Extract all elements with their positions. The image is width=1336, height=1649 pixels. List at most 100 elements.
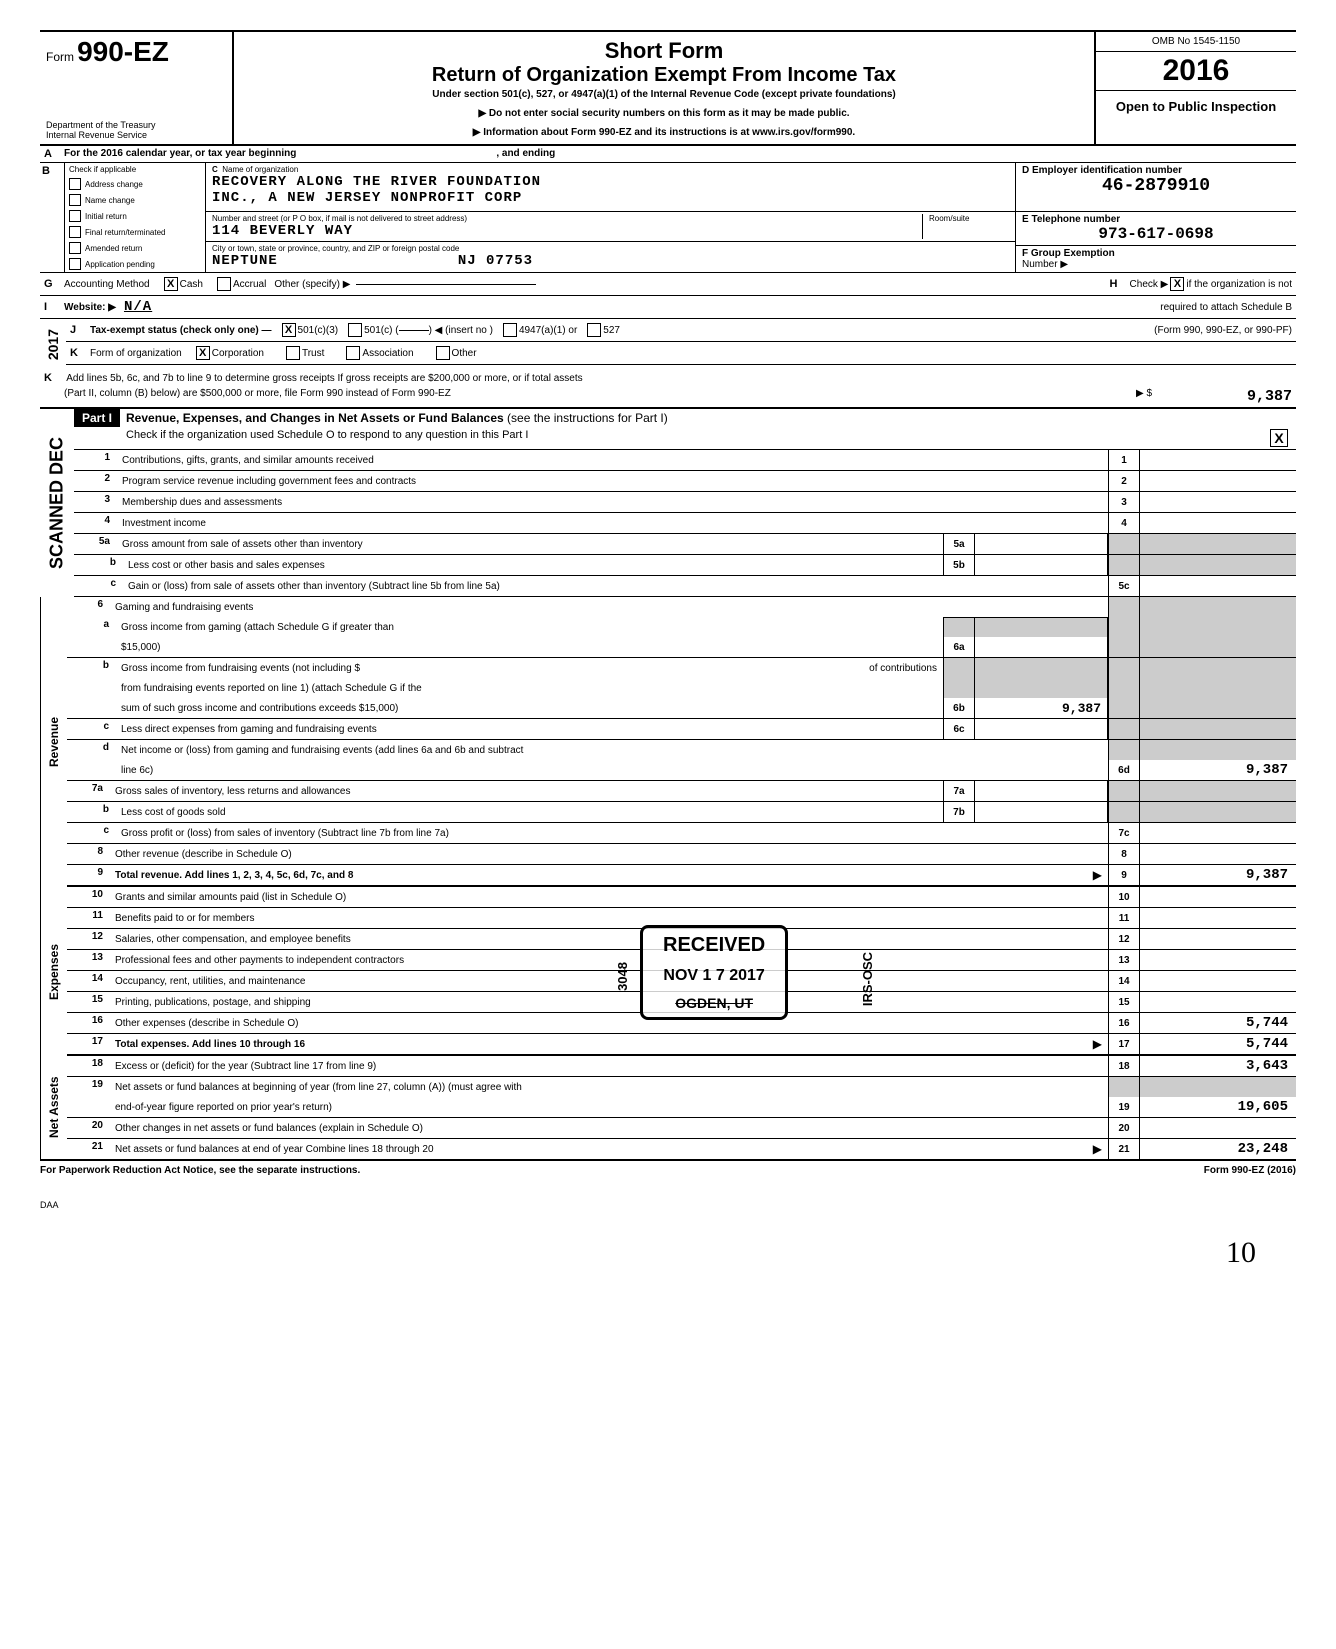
row-a-text2: , and ending	[496, 148, 555, 160]
line-21: 21 Net assets or fund balances at end of…	[67, 1139, 1296, 1159]
omb-number: OMB No 1545-1150	[1096, 32, 1296, 52]
stamp-irs-osc: IRS-OSC	[860, 952, 875, 1006]
accounting-label: Accounting Method	[64, 279, 150, 290]
part1-title: Revenue, Expenses, and Changes in Net As…	[126, 411, 504, 425]
4947-label: 4947(a)(1) or	[519, 325, 577, 336]
section-identity: B Check if applicable Address change Nam…	[40, 163, 1296, 273]
line-6a-1: a Gross income from gaming (attach Sched…	[67, 617, 1296, 637]
schedule-o-checkbox[interactable]: X	[1270, 429, 1288, 447]
check-address[interactable]: Address change	[65, 176, 205, 192]
line-6b-2: from fundraising events reported on line…	[67, 678, 1296, 698]
row-l-text2: (Part II, column (B) below) are $500,000…	[64, 388, 451, 405]
daa: DAA	[40, 1200, 1296, 1210]
other-org-checkbox[interactable]	[436, 346, 450, 360]
header-left: Form 990-EZ Department of the Treasury I…	[40, 32, 234, 144]
total-expenses: 5,744	[1140, 1034, 1296, 1054]
check-name[interactable]: Name change	[65, 192, 205, 208]
line-8: 8 Other revenue (describe in Schedule O)…	[67, 844, 1296, 865]
check-pending[interactable]: Application pending	[65, 256, 205, 272]
tax-year: 2016	[1096, 52, 1296, 91]
501c3-checkbox[interactable]: X	[282, 323, 296, 337]
line-7c: c Gross profit or (loss) from sales of i…	[67, 823, 1296, 844]
beginning-assets: 19,605	[1140, 1097, 1296, 1117]
received-ogden: OGDEN, UT	[663, 995, 765, 1011]
phone-value: 973-617-0698	[1022, 225, 1290, 243]
row-a-text: For the 2016 calendar year, or tax year …	[64, 148, 296, 160]
part1-header: Part I Revenue, Expenses, and Changes in…	[74, 409, 1296, 450]
line-17: 17 Total expenses. Add lines 10 through …	[67, 1034, 1296, 1056]
revenue-label: Revenue	[40, 597, 67, 887]
org-name-box: C Name of organization RECOVERY ALONG TH…	[206, 163, 1015, 212]
line-3: 3 Membership dues and assessments 3	[74, 492, 1296, 513]
dept-treasury: Department of the Treasury Internal Reve…	[46, 120, 226, 140]
4947-checkbox[interactable]	[503, 323, 517, 337]
501c3-label: 501(c)(3)	[298, 325, 339, 336]
form-org-label: Form of organization	[90, 348, 182, 359]
line-5b: b Less cost or other basis and sales exp…	[74, 555, 1296, 576]
cash-label: Cash	[180, 279, 203, 290]
year-stamp-2017: 2017	[40, 319, 66, 370]
name-label: Name of organization	[222, 165, 298, 174]
row-l-arrow: ▶ $	[1136, 388, 1152, 405]
part1-title2: (see the instructions for Part I)	[507, 411, 668, 425]
total-revenue: 9,387	[1140, 865, 1296, 885]
revenue-section: Revenue 6 Gaming and fundraising events …	[40, 597, 1296, 887]
letter-l: K	[44, 372, 64, 384]
ssn-warning: ▶ Do not enter social security numbers o…	[240, 108, 1088, 119]
corp-checkbox[interactable]: X	[196, 346, 210, 360]
state-zip: NJ 07753	[458, 253, 533, 269]
scanned-stamp: SCANNED DEC	[40, 409, 74, 597]
row-a: A For the 2016 calendar year, or tax yea…	[40, 146, 1296, 163]
netassets-section: Net Assets 18 Excess or (deficit) for th…	[40, 1056, 1296, 1161]
other-specify: Other (specify) ▶	[274, 279, 350, 290]
paperwork-notice: For Paperwork Reduction Act Notice, see …	[40, 1165, 360, 1176]
501c-insert: ) ◀ (insert no )	[429, 325, 493, 336]
corp-label: Corporation	[212, 348, 264, 359]
h-check-text: Check ▶	[1130, 279, 1169, 290]
letter-k: K	[70, 347, 90, 359]
tax-exempt-label: Tax-exempt status (check only one) —	[90, 325, 272, 336]
subtitle: Under section 501(c), 527, or 4947(a)(1)…	[240, 89, 1088, 100]
check-column: Check if applicable Address change Name …	[65, 163, 206, 272]
schedule-b-checkbox[interactable]: X	[1170, 277, 1184, 291]
501c-checkbox[interactable]	[348, 323, 362, 337]
website-label: Website: ▶	[64, 302, 116, 313]
check-final[interactable]: Final return/terminated	[65, 224, 205, 240]
form-990ez: Form 990-EZ Department of the Treasury I…	[40, 30, 1296, 1210]
assoc-checkbox[interactable]	[346, 346, 360, 360]
line-6: 6 Gaming and fundraising events	[67, 597, 1296, 617]
line-5a: 5a Gross amount from sale of assets othe…	[74, 534, 1296, 555]
line-9: 9 Total revenue. Add lines 1, 2, 3, 4, 5…	[67, 865, 1296, 887]
line-2: 2 Program service revenue including gove…	[74, 471, 1296, 492]
gross-receipts: 9,387	[1152, 388, 1292, 405]
letter-g: G	[44, 278, 64, 290]
cash-checkbox[interactable]: X	[164, 277, 178, 291]
line-20: 20 Other changes in net assets or fund b…	[67, 1118, 1296, 1139]
6b-value: 9,387	[975, 698, 1108, 718]
city-box: City or town, state or province, country…	[206, 242, 1015, 271]
street-label: Number and street (or P O box, if mail i…	[212, 214, 922, 223]
line17-desc: Total expenses. Add lines 10 through 16	[115, 1039, 305, 1050]
header-center: Short Form Return of Organization Exempt…	[234, 32, 1096, 144]
city-value: NEPTUNE	[212, 253, 278, 269]
check-amended[interactable]: Amended return	[65, 240, 205, 256]
row-l-line2: (Part II, column (B) below) are $500,000…	[40, 386, 1296, 409]
netassets-label: Net Assets	[40, 1056, 67, 1159]
accrual-checkbox[interactable]	[217, 277, 231, 291]
phone-box: E Telephone number 973-617-0698	[1016, 212, 1296, 246]
other-org-label: Other	[452, 348, 477, 359]
trust-checkbox[interactable]	[286, 346, 300, 360]
check-initial[interactable]: Initial return	[65, 208, 205, 224]
form-header: Form 990-EZ Department of the Treasury I…	[40, 32, 1296, 146]
assoc-label: Association	[362, 348, 413, 359]
info-url: ▶ Information about Form 990-EZ and its …	[240, 127, 1088, 138]
line-10: 10 Grants and similar amounts paid (list…	[67, 887, 1296, 908]
received-stamp: RECEIVED NOV 1 7 2017 OGDEN, UT	[640, 925, 788, 1020]
line-7a: 7a Gross sales of inventory, less return…	[67, 781, 1296, 802]
received-title: RECEIVED	[663, 934, 765, 957]
accrual-label: Accrual	[233, 279, 266, 290]
row-i: I Website: ▶ N/A required to attach Sche…	[40, 296, 1296, 319]
line-5c: c Gain or (loss) from sale of assets oth…	[74, 576, 1296, 597]
dept-line1: Department of the Treasury	[46, 120, 226, 130]
527-checkbox[interactable]	[587, 323, 601, 337]
